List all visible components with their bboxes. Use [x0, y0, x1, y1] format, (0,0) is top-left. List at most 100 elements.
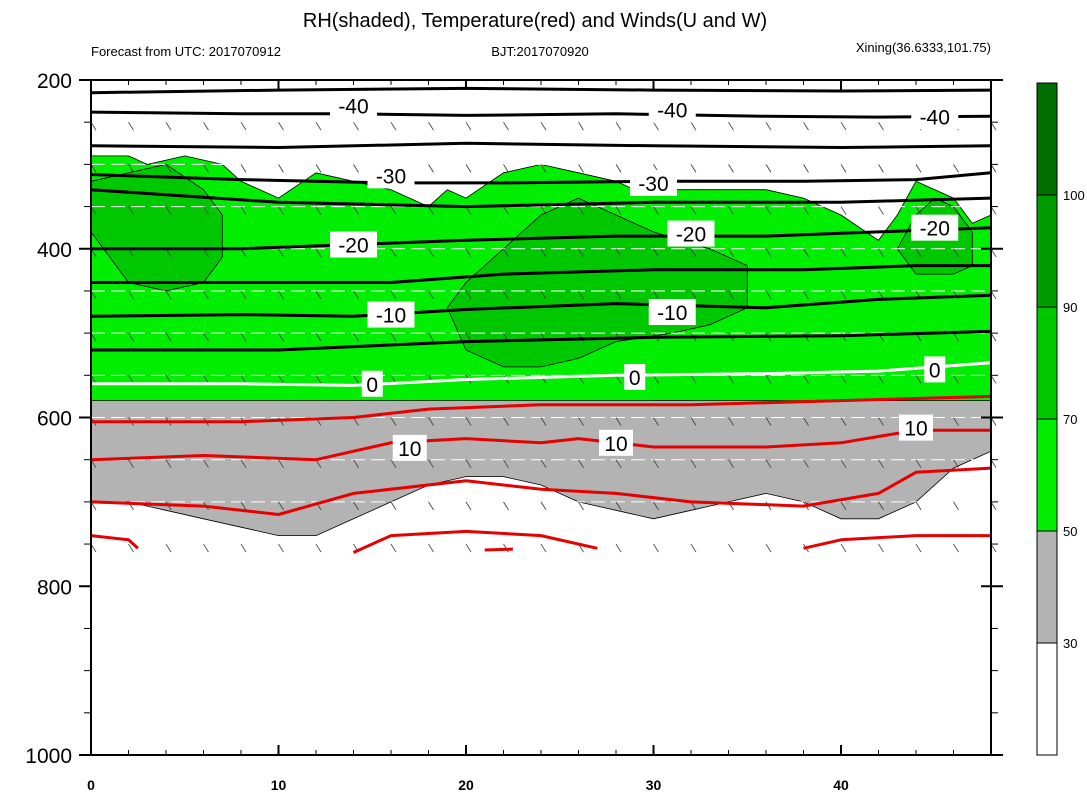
wind-barb — [765, 121, 772, 131]
contour-label-box — [630, 169, 677, 196]
wind-barb — [915, 206, 922, 215]
wind-barb — [765, 290, 772, 300]
wind-barb — [240, 459, 247, 468]
wind-barb — [690, 248, 697, 257]
y-tick-label: 400 — [37, 239, 72, 262]
wind-barb — [953, 459, 959, 468]
wind-barb — [540, 164, 547, 173]
wind-barb — [953, 501, 959, 511]
colorbar-swatch — [1036, 194, 1058, 308]
colorbar-label: 30 — [1063, 636, 1077, 651]
wind-barb — [428, 164, 434, 173]
contour-label-box — [624, 364, 646, 390]
colorbar-swatch — [1036, 418, 1058, 532]
wind-barb — [428, 121, 434, 131]
wind-barb — [390, 543, 397, 553]
contour-label-box — [367, 301, 415, 328]
wind-barb — [615, 501, 622, 511]
wind-barb — [165, 206, 172, 215]
wind-barb — [840, 543, 847, 553]
wind-barb — [540, 459, 547, 468]
wind-barb — [315, 290, 322, 300]
contour-label-box — [911, 214, 959, 241]
wind-barb — [915, 164, 922, 173]
temperature-contour — [91, 394, 992, 424]
wind-barb — [840, 164, 847, 173]
wind-barb — [390, 121, 397, 131]
wind-barb — [615, 164, 622, 173]
contour-label-box — [330, 231, 377, 258]
wind-barb — [690, 290, 697, 300]
wind-barb — [465, 121, 472, 131]
wind-barb — [465, 164, 472, 173]
subtitle-forecast: Forecast from UTC: 2017070912 — [91, 44, 281, 59]
contour-label-box — [911, 103, 959, 130]
colorbar-swatch — [1036, 642, 1058, 756]
wind-barb — [240, 375, 247, 384]
wind-barb — [128, 164, 134, 173]
wind-barb — [165, 543, 172, 553]
wind-barb — [390, 459, 397, 468]
wind-barb — [353, 121, 359, 131]
temperature-contour — [90, 534, 139, 550]
colorbar-label: 100 — [1063, 188, 1085, 203]
wind-barb — [615, 121, 622, 131]
wind-barb — [653, 501, 659, 511]
wind-barb — [240, 121, 247, 131]
wind-barb — [203, 459, 209, 468]
wind-barb — [765, 375, 772, 384]
wind-barb — [690, 206, 697, 215]
wind-barb — [803, 164, 809, 173]
wind-barb — [540, 501, 547, 511]
wind-barb — [540, 417, 547, 426]
wind-barb — [615, 459, 622, 468]
wind-barb — [653, 248, 659, 257]
y-tick-label: 800 — [37, 576, 72, 599]
wind-barb — [840, 206, 847, 215]
wind-barb — [278, 543, 284, 553]
wind-barb — [653, 459, 659, 468]
wind-barb — [765, 206, 772, 215]
wind-barb — [878, 417, 884, 426]
wind-barb — [915, 543, 922, 553]
wind-barb — [203, 121, 209, 131]
wind-barb — [803, 248, 809, 257]
wind-barb — [278, 375, 284, 384]
contour-label: 10 — [398, 438, 421, 461]
wind-barb — [728, 290, 734, 300]
contour-label: -30 — [638, 173, 668, 196]
wind-barb — [878, 248, 884, 257]
wind-barb — [540, 248, 547, 257]
contour-label: 0 — [629, 367, 641, 390]
wind-barb — [240, 543, 247, 553]
wind-barb — [128, 543, 134, 553]
wind-barb — [765, 417, 772, 426]
contour-label: -40 — [920, 106, 950, 129]
wind-barb — [840, 248, 847, 257]
wind-barb — [578, 164, 584, 173]
wind-barb — [203, 543, 209, 553]
wind-barb — [615, 417, 622, 426]
wind-barb — [315, 121, 322, 131]
x-tick-label: 20 — [458, 777, 474, 793]
contour-label: -40 — [338, 95, 368, 118]
wind-barb — [840, 375, 847, 384]
wind-barb — [165, 164, 172, 173]
wind-barb — [503, 290, 509, 300]
wind-barb — [653, 417, 659, 426]
wind-barb — [840, 459, 847, 468]
wind-barb — [278, 248, 284, 257]
rh-shading — [90, 155, 992, 536]
wind-barb — [728, 375, 734, 384]
contour-label-box — [667, 220, 715, 247]
wind-barb — [465, 290, 472, 300]
wind-barb — [128, 375, 134, 384]
wind-barb — [278, 290, 284, 300]
wind-barb — [465, 543, 472, 553]
temperature-contour — [90, 428, 991, 462]
wind-barb — [240, 501, 247, 511]
wind-barb — [578, 501, 584, 511]
wind-barb — [728, 164, 734, 173]
wind-barb — [615, 248, 622, 257]
wind-barb — [653, 206, 659, 215]
